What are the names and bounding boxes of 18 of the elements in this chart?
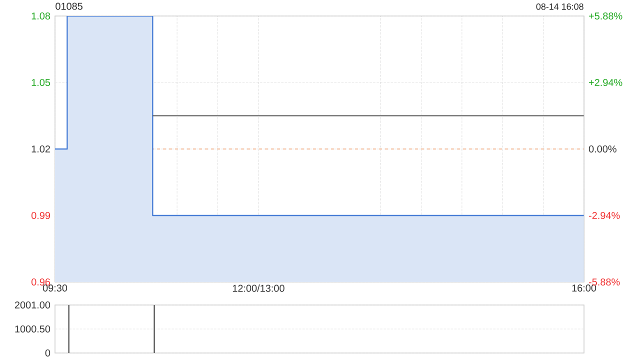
x-tick-label: 16:00	[572, 284, 596, 292]
chart-title: 01085	[56, 2, 82, 10]
y2-tick-label: +5.88%	[589, 12, 622, 20]
y2-tick-label: -5.88%	[588, 278, 620, 286]
x-tick-label: 12:00/13:00	[232, 284, 284, 292]
y-tick-label: 1.08	[32, 12, 50, 20]
y-tick-label: 1000.50	[15, 325, 50, 333]
y-tick-label: 0.99	[31, 212, 50, 220]
y-tick-label: 0	[45, 349, 50, 357]
y2-tick-label: 0.00%	[588, 145, 616, 153]
y-tick-label: 2001.00	[14, 301, 50, 309]
y-tick-label: 1.05	[32, 78, 50, 86]
text: 08-14 16:08	[536, 3, 584, 10]
y2-tick-label: +2.94%	[589, 78, 622, 86]
y2-tick-label: -2.94%	[588, 212, 620, 220]
x-tick-label: 09:30	[42, 284, 68, 292]
y-tick-label: 0.96	[31, 278, 50, 286]
y-tick-label: 1.02	[32, 145, 50, 153]
